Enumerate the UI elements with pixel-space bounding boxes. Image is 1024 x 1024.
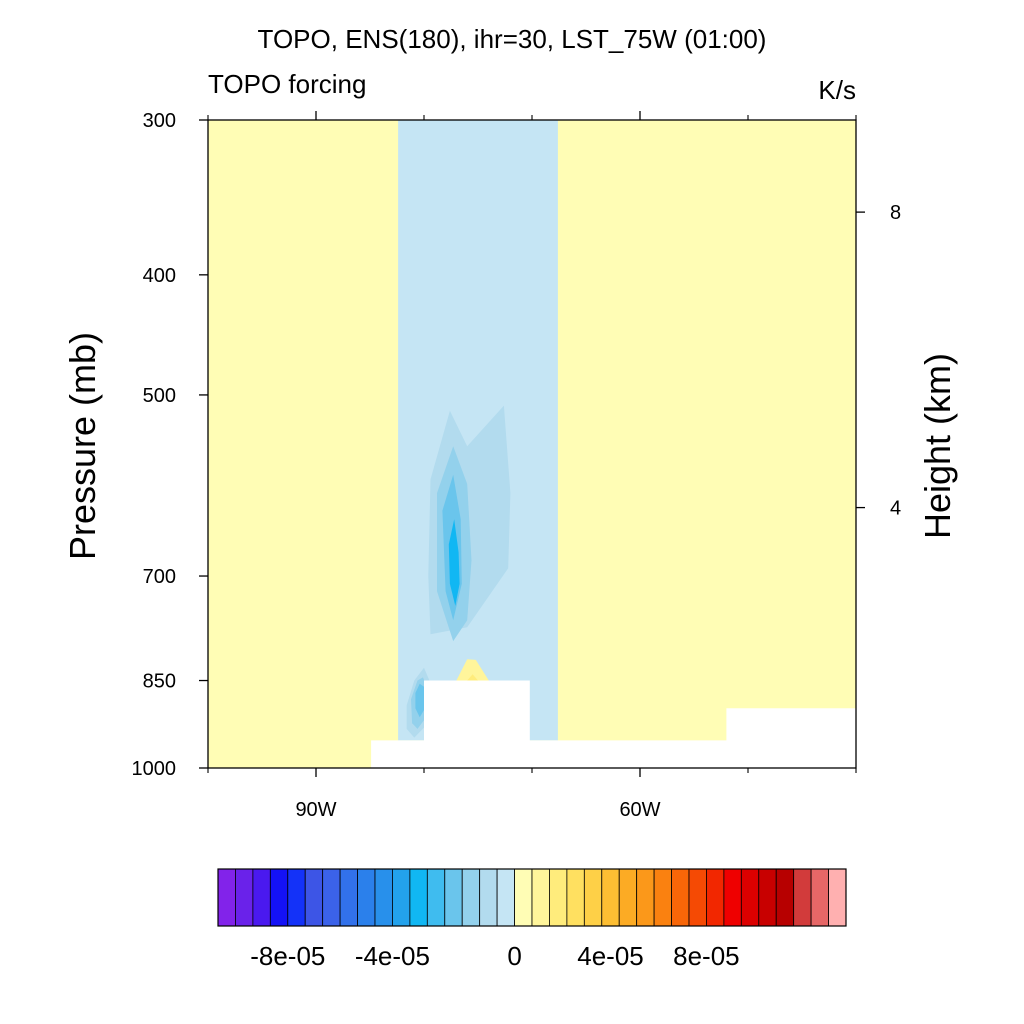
y-tick-label: 500 xyxy=(143,385,176,407)
colorbar-swatch xyxy=(601,868,620,927)
colorbar-swatch xyxy=(828,868,847,927)
contour-plume-core xyxy=(448,519,460,606)
y2-axis-label: Height (km) xyxy=(917,353,958,539)
left-string: TOPO forcing xyxy=(208,69,366,99)
colorbar-label: -8e-05 xyxy=(250,941,325,971)
colorbar: -8e-05 -4e-05 0 4e-05 8e-05 xyxy=(217,868,847,971)
colorbar-swatch xyxy=(531,868,550,927)
colorbar-label: 0 xyxy=(507,941,521,971)
colorbar-swatch xyxy=(583,868,603,927)
y2-axis-ticks: 84 xyxy=(856,202,901,520)
colorbar-swatch xyxy=(322,868,341,927)
x-axis-ticks: 90W 60W xyxy=(207,111,857,821)
colorbar-swatch xyxy=(496,868,515,927)
colorbar-label: -4e-05 xyxy=(355,941,430,971)
colorbar-swatch xyxy=(479,868,498,927)
colorbar-swatch xyxy=(810,868,829,927)
colorbar-swatch xyxy=(758,868,777,927)
y-axis-ticks: 300 400 500 700 850 1000 xyxy=(132,110,208,780)
colorbar-swatch xyxy=(217,868,236,927)
colorbar-swatch xyxy=(723,868,742,927)
colorbar-swatch xyxy=(793,868,812,927)
contour-positive-wedge-core xyxy=(467,674,478,681)
colorbar-swatch xyxy=(339,868,358,927)
colorbar-swatch xyxy=(671,868,690,927)
colorbar-swatch xyxy=(740,868,760,927)
colorbar-frame xyxy=(217,868,847,927)
colorbar-swatch xyxy=(287,868,306,927)
colorbar-swatch xyxy=(653,868,672,927)
contour-fills xyxy=(208,120,856,768)
colorbar-swatch xyxy=(426,868,446,927)
terrain-mask xyxy=(371,680,856,768)
colorbar-swatch xyxy=(461,868,481,927)
y-tick-label: 850 xyxy=(143,671,176,693)
colorbar-swatch xyxy=(636,868,655,927)
colorbar-label: 8e-05 xyxy=(673,941,740,971)
colorbar-swatch xyxy=(775,868,795,927)
colorbar-swatch xyxy=(514,868,533,927)
right-string: K/s xyxy=(818,75,856,105)
colorbar-swatch xyxy=(444,868,463,927)
y2-tick-label: 8 xyxy=(890,202,901,224)
colorbar-swatch xyxy=(688,868,707,927)
colorbar-swatch xyxy=(252,868,271,927)
colorbar-swatch xyxy=(304,868,324,927)
colorbar-swatch xyxy=(374,868,393,927)
colorbar-swatch xyxy=(269,868,289,927)
y-tick-label: 400 xyxy=(143,265,176,287)
colorbar-swatch xyxy=(357,868,376,927)
y-tick-label: 300 xyxy=(143,110,176,132)
contour-positive-wedge xyxy=(456,659,489,681)
y-tick-label: 1000 xyxy=(132,758,177,780)
colorbar-swatch xyxy=(706,868,725,927)
y-tick-label: 700 xyxy=(143,566,176,588)
colorbar-swatch xyxy=(566,868,585,927)
y2-tick-label: 4 xyxy=(890,498,901,520)
colorbar-swatch xyxy=(549,868,568,927)
y-axis-label: Pressure (mb) xyxy=(62,332,103,560)
colorbar-swatch xyxy=(392,868,411,927)
colorbar-swatch xyxy=(409,868,428,927)
contour-negative-band xyxy=(398,120,558,741)
contour-lower-blob-core xyxy=(415,683,426,718)
x-tick-label: 60W xyxy=(619,799,660,821)
colorbar-swatch xyxy=(235,868,254,927)
colorbar-label: 4e-05 xyxy=(577,941,644,971)
chart-title: TOPO, ENS(180), ihr=30, LST_75W (01:00) xyxy=(258,24,767,54)
x-tick-label: 90W xyxy=(295,799,336,821)
colorbar-swatch xyxy=(618,868,638,927)
